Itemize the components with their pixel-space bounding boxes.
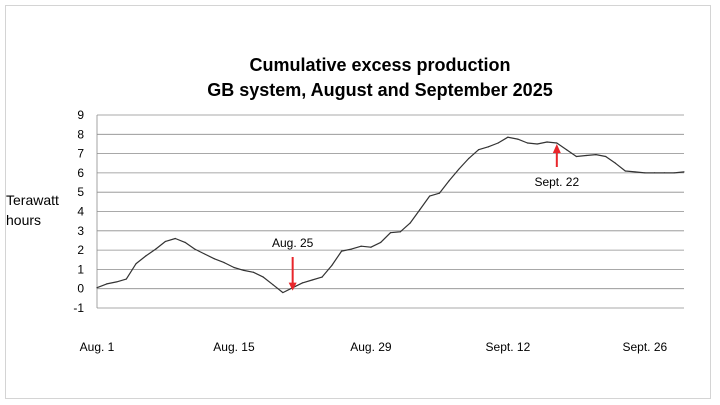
- data-point: [155, 248, 157, 250]
- annotation-label: Aug. 25: [272, 236, 314, 250]
- x-tick-label: Aug. 1: [80, 340, 115, 354]
- data-point: [252, 271, 255, 273]
- x-tick-label: Aug. 15: [213, 340, 255, 354]
- data-point: [360, 245, 362, 247]
- data-point: [145, 255, 147, 257]
- data-point: [399, 231, 401, 233]
- data-point: [526, 142, 529, 144]
- data-point: [419, 208, 421, 211]
- y-axis-label-line-1: Terawatt: [6, 192, 59, 208]
- data-point: [507, 136, 509, 138]
- y-tick-label: 5: [77, 185, 84, 199]
- data-point: [370, 246, 372, 248]
- data-point: [184, 241, 186, 243]
- annotation-arrow-head: [288, 282, 297, 291]
- data-point: [566, 149, 568, 151]
- x-tick-label: Sept. 26: [623, 340, 668, 354]
- data-point: [575, 155, 577, 158]
- data-point: [585, 154, 587, 157]
- y-tick-label: 6: [77, 166, 84, 180]
- data-point: [380, 241, 382, 243]
- chart-frame: [5, 5, 711, 399]
- data-point: [438, 192, 441, 194]
- data-point: [164, 240, 167, 243]
- series-group: [96, 136, 685, 294]
- y-tick-label: -1: [73, 301, 84, 315]
- y-tick-label: 1: [77, 262, 84, 276]
- data-point: [409, 222, 411, 224]
- y-tick-label: 3: [77, 224, 84, 238]
- data-point: [595, 153, 597, 156]
- data-point: [204, 253, 206, 255]
- data-point: [605, 155, 607, 158]
- annotations: Aug. 25 Sept. 22: [272, 143, 579, 291]
- data-point: [301, 282, 304, 284]
- data-point: [497, 142, 499, 144]
- data-point: [429, 195, 431, 197]
- y-tick-label: 4: [77, 205, 84, 219]
- data-point: [624, 170, 626, 172]
- annotation-arrow-head: [552, 143, 561, 153]
- data-point: [448, 180, 450, 182]
- data-point: [311, 279, 313, 281]
- data-point: [125, 278, 127, 280]
- y-tick-label: 2: [77, 243, 84, 257]
- data-point: [458, 168, 460, 170]
- data-point: [477, 149, 480, 151]
- data-point: [654, 172, 656, 174]
- data-point: [213, 258, 215, 260]
- data-point: [536, 143, 538, 145]
- x-tick-labels: Aug. 1 Aug. 15 Aug. 29 Sept. 12 Sept. 26: [80, 340, 668, 354]
- data-point: [517, 138, 519, 140]
- gridlines: [96, 114, 684, 309]
- data-point: [468, 157, 470, 160]
- annotation-label: Sept. 22: [534, 175, 579, 189]
- data-point: [340, 250, 343, 252]
- data-point: [331, 264, 333, 267]
- data-point: [487, 146, 489, 148]
- y-tick-labels: -1 0 1 2 3 4 5 6 7 8 9: [73, 108, 84, 315]
- y-tick-label: 8: [77, 127, 84, 141]
- data-point: [282, 291, 284, 294]
- data-point: [350, 248, 352, 250]
- x-tick-label: Aug. 29: [350, 340, 392, 354]
- data-point: [106, 283, 108, 285]
- y-tick-label: 0: [77, 282, 84, 296]
- data-point: [673, 172, 675, 174]
- data-point: [644, 172, 646, 174]
- data-point: [663, 172, 666, 174]
- y-axis-label-line-2: hours: [6, 212, 41, 228]
- data-point: [272, 284, 274, 286]
- data-point: [96, 287, 98, 289]
- data-point: [546, 141, 548, 143]
- data-point: [223, 262, 225, 264]
- chart-title-line-2: GB system, August and September 2025: [207, 80, 552, 100]
- data-point: [634, 171, 636, 173]
- data-point: [174, 237, 176, 240]
- data-point: [115, 281, 118, 283]
- data-point: [556, 142, 558, 144]
- data-point: [683, 171, 685, 173]
- data-point: [194, 248, 196, 250]
- y-tick-label: 9: [77, 108, 84, 122]
- x-tick-label: Sept. 12: [486, 340, 531, 354]
- y-tick-label: 7: [77, 147, 84, 161]
- data-point: [233, 266, 235, 269]
- data-point: [135, 263, 137, 265]
- data-point: [321, 276, 323, 278]
- chart-title-line-1: Cumulative excess production: [249, 55, 510, 75]
- data-point: [243, 269, 245, 271]
- data-point: [614, 162, 617, 164]
- data-point: [262, 276, 264, 278]
- data-point: [389, 232, 392, 234]
